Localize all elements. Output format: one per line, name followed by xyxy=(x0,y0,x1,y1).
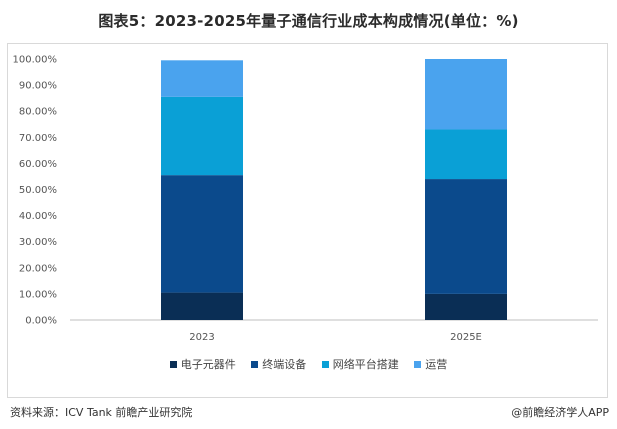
y-tick-label: 60.00% xyxy=(19,159,57,170)
y-tick-label: 30.00% xyxy=(19,237,57,248)
bar-segment xyxy=(161,96,243,176)
x-tick-label: 2025E xyxy=(450,332,482,343)
legend-swatch-icon xyxy=(414,360,422,368)
y-tick-label: 90.00% xyxy=(19,81,57,92)
legend-label: 终端设备 xyxy=(262,358,307,371)
legend-swatch-icon xyxy=(251,360,259,368)
bar-segment xyxy=(161,60,243,97)
legend-item: 终端设备 xyxy=(251,356,306,372)
legend-label: 网络平台搭建 xyxy=(332,358,399,371)
y-axis: 0.00% 10.00% 20.00% 30.00% 40.00% 50.00% 60.00… xyxy=(13,55,598,327)
legend-item: 运营 xyxy=(414,356,447,372)
y-tick-label: 80.00% xyxy=(19,107,57,118)
x-axis: 2023 2025E xyxy=(189,332,482,343)
bar-segment xyxy=(425,59,507,130)
legend: 电子元器件 终端设备 网络平台搭建 运营 xyxy=(0,356,617,372)
bar-segment xyxy=(161,292,243,320)
legend-swatch-icon xyxy=(169,360,177,368)
y-tick-label: 70.00% xyxy=(19,133,57,144)
legend-swatch-icon xyxy=(321,360,329,368)
y-tick-label: 20.00% xyxy=(19,263,57,274)
source-note: 资料来源：ICV Tank 前瞻产业研究院 xyxy=(10,406,193,419)
brand-credit: @前瞻经济学人APP xyxy=(511,406,609,419)
y-tick-label: 10.00% xyxy=(19,289,57,300)
bar-segment xyxy=(425,179,507,294)
y-tick-label: 40.00% xyxy=(19,211,57,222)
legend-label: 运营 xyxy=(425,358,448,371)
chart-title: 图表5：2023-2025年量子通信行业成本构成情况(单位：%) xyxy=(98,12,519,30)
bars xyxy=(161,59,507,320)
bar-segment xyxy=(425,129,507,180)
plot-frame xyxy=(7,43,608,398)
bar-segment xyxy=(425,293,507,320)
x-tick-label: 2023 xyxy=(189,332,214,343)
y-tick-label: 50.00% xyxy=(19,185,57,196)
y-tick-label: 0.00% xyxy=(25,316,57,327)
y-tick-label: 100.00% xyxy=(13,55,58,66)
legend-label: 电子元器件 xyxy=(180,358,236,371)
legend-item: 电子元器件 xyxy=(169,356,236,372)
bar-segment xyxy=(161,175,243,293)
legend-item: 网络平台搭建 xyxy=(321,356,399,372)
